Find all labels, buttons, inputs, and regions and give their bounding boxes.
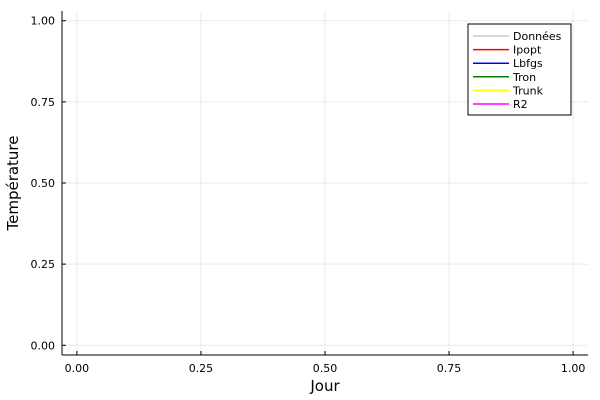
y-tick-label: 0.25 [31, 258, 56, 271]
x-tick-label: 0.75 [437, 362, 462, 375]
legend-label: Ipopt [513, 44, 542, 57]
y-ticks: 0.00 0.25 0.50 0.75 1.00 [31, 15, 66, 352]
legend-label: Lbfgs [513, 57, 543, 70]
grid [62, 11, 588, 355]
legend-label: Trunk [512, 84, 544, 97]
x-tick-label: 0.25 [189, 362, 214, 375]
x-tick-label: 1.00 [561, 362, 586, 375]
legend-box [467, 23, 572, 116]
y-tick-label: 0.00 [31, 339, 56, 352]
x-axis-label: Jour [309, 377, 340, 395]
legend-label: Tron [512, 71, 536, 84]
x-tick-label: 0.00 [65, 362, 90, 375]
x-ticks: 0.00 0.25 0.50 0.75 1.00 [65, 351, 586, 375]
y-axis-label: Température [4, 135, 22, 231]
x-tick-label: 0.50 [313, 362, 338, 375]
y-tick-label: 1.00 [31, 15, 56, 28]
y-tick-label: 0.50 [31, 177, 56, 190]
legend-label: R2 [513, 98, 528, 111]
y-tick-label: 0.75 [31, 96, 56, 109]
legend-label: Données [513, 30, 562, 43]
